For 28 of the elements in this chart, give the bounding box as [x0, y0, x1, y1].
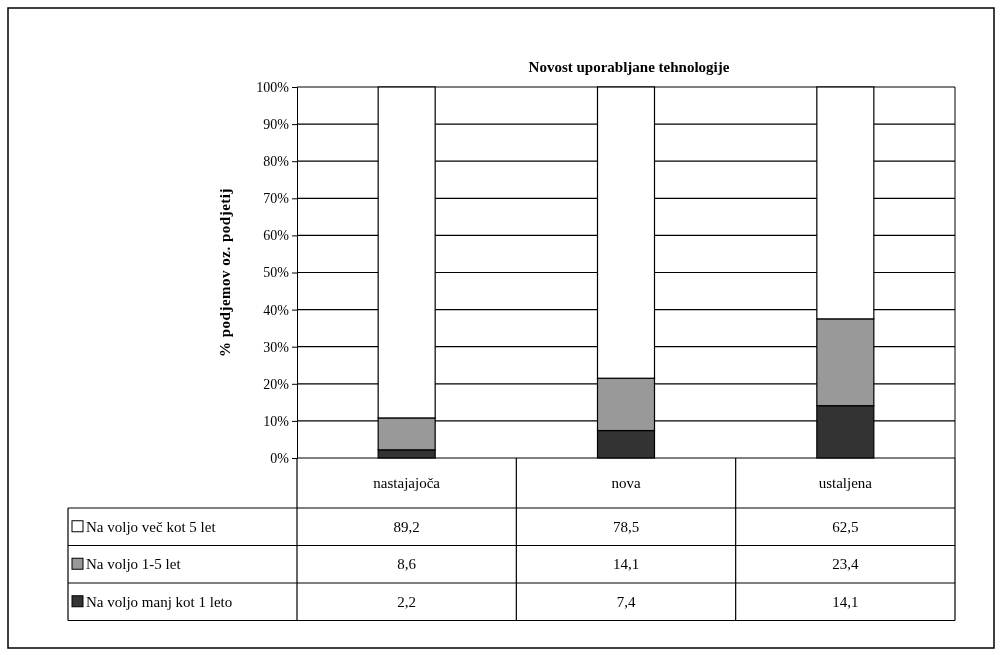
y-tick-label: 100%	[256, 79, 290, 95]
x-tick-label: nova	[611, 475, 641, 491]
y-tick-label: 40%	[263, 302, 290, 318]
data-label: 78,5	[612, 518, 640, 535]
data-label: 23,4	[832, 556, 859, 573]
y-tick-label: 0%	[270, 450, 290, 466]
y-tick-label: 90%	[263, 117, 290, 133]
y-tick-label: 50%	[263, 265, 290, 281]
y-tick-label: 80%	[263, 154, 290, 170]
y-tick-label: 70%	[263, 191, 290, 207]
data-label: 2,2	[397, 593, 417, 610]
data-label: 7,4	[616, 593, 636, 610]
data-label: 14,1	[612, 556, 640, 573]
legend-label: Na voljo manj kot 1 leto	[86, 593, 233, 610]
y-axis-title: % podjemov oz. podjetij	[217, 188, 233, 357]
data-label: 89,2	[393, 518, 420, 535]
y-tick-label: 10%	[263, 413, 290, 429]
y-tick-label: 30%	[263, 339, 290, 355]
data-label: 14,1	[832, 593, 859, 610]
data-label: 62,5	[832, 518, 859, 535]
y-tick-label: 20%	[263, 376, 290, 392]
x-tick-label: nastajajoča	[373, 475, 441, 491]
legend-label: Na voljo 1-5 let	[86, 556, 182, 573]
y-tick-label: 60%	[263, 228, 290, 244]
chart-title: Novost uporabljane tehnologije	[528, 59, 730, 75]
x-tick-label: ustaljena	[818, 475, 873, 491]
legend-label: Na voljo več kot 5 let	[86, 518, 217, 535]
data-label: 8,6	[397, 556, 417, 573]
